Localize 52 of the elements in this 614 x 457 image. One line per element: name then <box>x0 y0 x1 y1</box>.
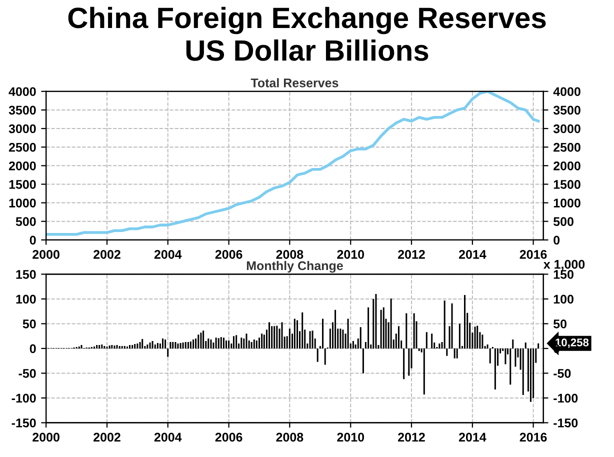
x-tick-label: 2002 <box>94 250 120 259</box>
line-series <box>46 91 540 236</box>
y2-tick-label: 50 <box>553 320 567 328</box>
x-tick-label: 2012 <box>398 250 425 259</box>
x-tick-label: 2016 <box>520 432 547 442</box>
x-tick-label: 2004 <box>154 432 182 442</box>
y2-tick-label: 100 <box>554 294 574 304</box>
y-tick-label: -150 <box>12 418 36 428</box>
x-tick-label: 2014 <box>458 250 486 259</box>
y-tick-label: -50 <box>18 369 36 378</box>
y2-tick-label: 3500 <box>553 106 580 115</box>
y2-tick-label: 1500 <box>554 180 580 189</box>
y2-tick-label: -150 <box>554 418 578 428</box>
text: x 1,000 <box>543 260 585 271</box>
y2-tick-label: 500 <box>553 217 574 226</box>
y-tick-label: 2500 <box>8 142 36 152</box>
y2-tick-label: -50 <box>554 369 571 378</box>
x-tick-label: 2010 <box>337 250 364 259</box>
y-tick-label: 1000 <box>9 198 36 208</box>
chart-subtitle: Monthly Change <box>246 260 343 273</box>
y-tick-label: 4000 <box>8 87 36 96</box>
y2-tick-label: -100 <box>554 394 578 403</box>
y-tick-label: 500 <box>16 217 36 226</box>
y2-tick-label: 2000 <box>554 161 580 170</box>
y-tick-label: 0 <box>30 236 36 245</box>
y2-tick-label: 0 <box>554 236 560 245</box>
y-tick-label: 3500 <box>8 106 36 115</box>
chart-title: China Foreign Exchange Reserves US Dollar Billions <box>68 6 546 61</box>
y-tick-label: 50 <box>22 320 36 328</box>
x-tick-label: 2006 <box>215 250 242 259</box>
y-tick-label: 3000 <box>8 124 36 134</box>
x-tick-label: 2008 <box>276 250 304 259</box>
y-tick-label: 2000 <box>8 161 36 170</box>
y-tick-label: 150 <box>16 270 36 279</box>
x-tick-label: 2008 <box>276 432 304 442</box>
x-tick-label: 2006 <box>215 432 242 442</box>
y2-tick-label: 3000 <box>553 124 580 134</box>
y-tick-label: 100 <box>16 294 36 304</box>
y2-tick-label: 1000 <box>554 198 580 208</box>
y-tick-label: 1500 <box>9 180 36 189</box>
y-tick-label: 0 <box>30 344 36 354</box>
chart-subtitle: Total Reserves <box>250 78 338 88</box>
y2-tick-label: 2500 <box>554 142 580 152</box>
x-tick-label: 2002 <box>94 432 120 442</box>
x-tick-label: 2014 <box>458 432 486 442</box>
y-tick-label: -100 <box>12 394 36 403</box>
y2-tick-label: 4000 <box>553 87 580 96</box>
x-tick-label: 2004 <box>154 250 182 259</box>
x-tick-label: 2012 <box>398 432 425 442</box>
y2-tick-label: 150 <box>554 270 574 279</box>
x-tick-label: 2010 <box>337 432 364 442</box>
x-tick-label: 2016 <box>520 250 547 259</box>
